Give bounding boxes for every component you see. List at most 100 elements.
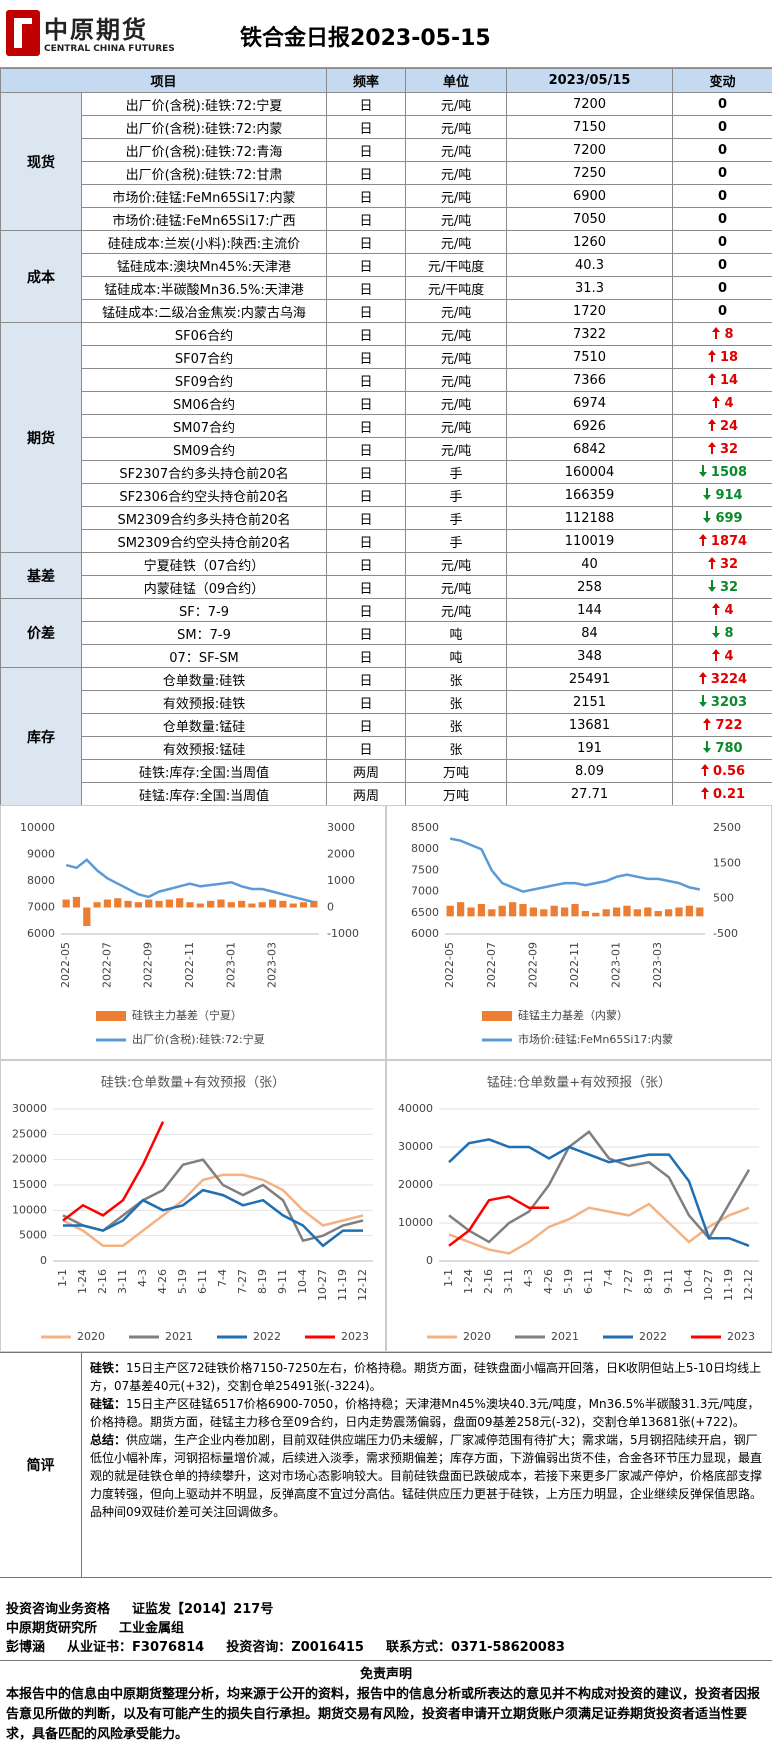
footer-item: 投资咨询业务资格 (6, 1602, 111, 1617)
change-value: 0 (717, 142, 728, 158)
table-cell: 张 (405, 690, 508, 714)
table-cell: 2151 (506, 690, 674, 714)
table-cell: 出厂价(含税):硅铁:72:宁夏 (80, 92, 328, 116)
table-cell: 元/吨 (405, 575, 508, 599)
arrow-shape (698, 672, 707, 684)
footer-item: 证监发【2014】217号 (132, 1602, 274, 1617)
change-value: 1874 (710, 534, 748, 549)
bar (196, 903, 204, 908)
table-cell: SM07合约 (80, 414, 328, 438)
change-cell: 32 (672, 552, 772, 576)
y2-tick-label: 0 (327, 901, 334, 914)
footer-item: 工业金属组 (119, 1621, 185, 1636)
change-value: 0 (717, 119, 728, 135)
bar (456, 902, 465, 917)
change-cell: 699 (672, 506, 772, 530)
change-value: 780 (715, 741, 743, 756)
x-tick-label: 2022-11 (183, 942, 196, 988)
bar (675, 907, 683, 917)
change-value: 32 (719, 442, 739, 457)
table-cell: 锰硅成本:澳块Mn45%:天津港 (80, 253, 328, 277)
x-tick-label: 9-11 (662, 1269, 675, 1294)
table-cell: 元/吨 (405, 230, 508, 254)
y-tick-label: 8000 (411, 842, 439, 855)
table-cell: 258 (506, 575, 674, 599)
table-cell: 7050 (506, 207, 674, 231)
column-header: 项目 (0, 68, 328, 93)
group-name: 成本 (0, 230, 82, 323)
table-cell: 日 (326, 690, 407, 714)
table-cell: 有效预报:硅铁 (80, 690, 328, 714)
table-row: 库存 仓单数量:硅铁日张 25491 3224 (0, 667, 772, 806)
x-tick-label: 12-12 (742, 1269, 755, 1301)
table-row: 有效预报:锰硅日张 191 780 (1, 736, 772, 760)
table-cell: 元/吨 (405, 414, 508, 438)
group-name: 价差 (0, 598, 82, 668)
y-tick-label: 6000 (27, 927, 55, 940)
table-cell: 日 (326, 230, 407, 254)
x-tick-label: 1-1 (56, 1269, 69, 1287)
table-cell: 元/吨 (405, 552, 508, 576)
change-cell: 4 (672, 644, 772, 668)
table-cell: 仓单数量:硅铁 (80, 667, 328, 691)
table-row: 出厂价(含税):硅铁:72:内蒙日元/吨 7150 0 (1, 115, 772, 139)
trend-arrow (712, 327, 721, 339)
data-table: 项目 频率 单位 2023/05/15 变动 现货 出厂价(含税):硅铁:72:宁夏日元/… (0, 68, 772, 806)
x-tick-label: 8-19 (642, 1269, 655, 1294)
table-cell: 07：SF-SM (80, 644, 328, 668)
footer-line: 彭博涵 从业证书：F3076814 投资咨询：Z0016415 联系方式：0371-5… (6, 1638, 766, 1657)
y-tick-label: 9000 (27, 848, 55, 861)
bar (550, 905, 558, 917)
table-cell: 31.3 (506, 276, 674, 300)
line-series (448, 1202, 750, 1255)
arrow-shape (700, 787, 709, 799)
bar (685, 905, 694, 917)
legend-label: 2020 (77, 1330, 105, 1343)
arrow-shape (698, 465, 707, 477)
commentary-paragraph: 硅铁：15日主产区72硅铁价格7150-7250左右，价格持稳。期货方面，硅铁盘… (90, 1359, 764, 1395)
table-row: 价差 SF：7-9 日元/吨 144 4 (0, 598, 772, 668)
table-cell: SF2306合约空头持仓前20名 (80, 483, 328, 507)
table-cell: 万吨 (405, 782, 508, 806)
chart-title: 锰硅:仓单数量+有效预报（张） (487, 1076, 671, 1091)
bar (268, 899, 277, 908)
table-cell: 1260 (506, 230, 674, 254)
table-cell: 元/吨 (405, 207, 508, 231)
bar (165, 899, 173, 908)
table-cell: 日 (326, 276, 407, 300)
x-tick-label: 12-12 (356, 1269, 369, 1301)
y-tick-label: 6000 (411, 927, 439, 940)
table-cell: 内蒙硅锰（09合约） (80, 575, 328, 599)
change-cell: 0 (672, 115, 772, 139)
group-name: 库存 (0, 667, 82, 806)
y-tick-label: 40000 (398, 1102, 433, 1115)
x-tick-label: 2022-07 (100, 942, 113, 988)
x-tick-label: 9-11 (276, 1269, 289, 1294)
column-header: 单位 (405, 68, 508, 93)
table-cell: 7510 (506, 345, 674, 369)
table-row: SM07合约日元/吨 6926 24 (1, 414, 772, 438)
table-cell: 锰硅成本:二级冶金焦炭:内蒙古乌海 (80, 299, 328, 323)
bar (446, 905, 454, 917)
arrow-shape (707, 350, 716, 362)
bar (289, 903, 297, 908)
bar (62, 899, 70, 908)
table-row: SM：7-9 日吨 84 8 (1, 621, 772, 645)
change-cell: 0 (672, 253, 772, 277)
change-cell: 780 (672, 736, 772, 760)
x-tick-label: 5-19 (176, 1269, 189, 1294)
x-tick-label: 10-4 (682, 1269, 695, 1294)
commentary-paragraph: 硅锰：15日主产区硅锰6517价格6900-7050，价格持稳；天津港Mn45%… (90, 1395, 764, 1431)
trend-arrow (703, 511, 712, 523)
table-cell: 手 (405, 483, 508, 507)
chart: 硅铁:仓单数量+有效预报（张） 0 5000 10000 15000 20000 25000… (12, 1076, 373, 1343)
line-series (65, 858, 315, 904)
change-cell: 24 (672, 414, 772, 438)
line-series (448, 1130, 751, 1244)
footer-item: 从业证书：F3076814 (67, 1640, 205, 1655)
x-tick-label: 1-24 (462, 1269, 475, 1294)
line-series (448, 1138, 750, 1247)
y-tick-label: 7000 (411, 885, 439, 898)
change-cell: 722 (672, 713, 772, 737)
table-cell: 日 (326, 161, 407, 185)
